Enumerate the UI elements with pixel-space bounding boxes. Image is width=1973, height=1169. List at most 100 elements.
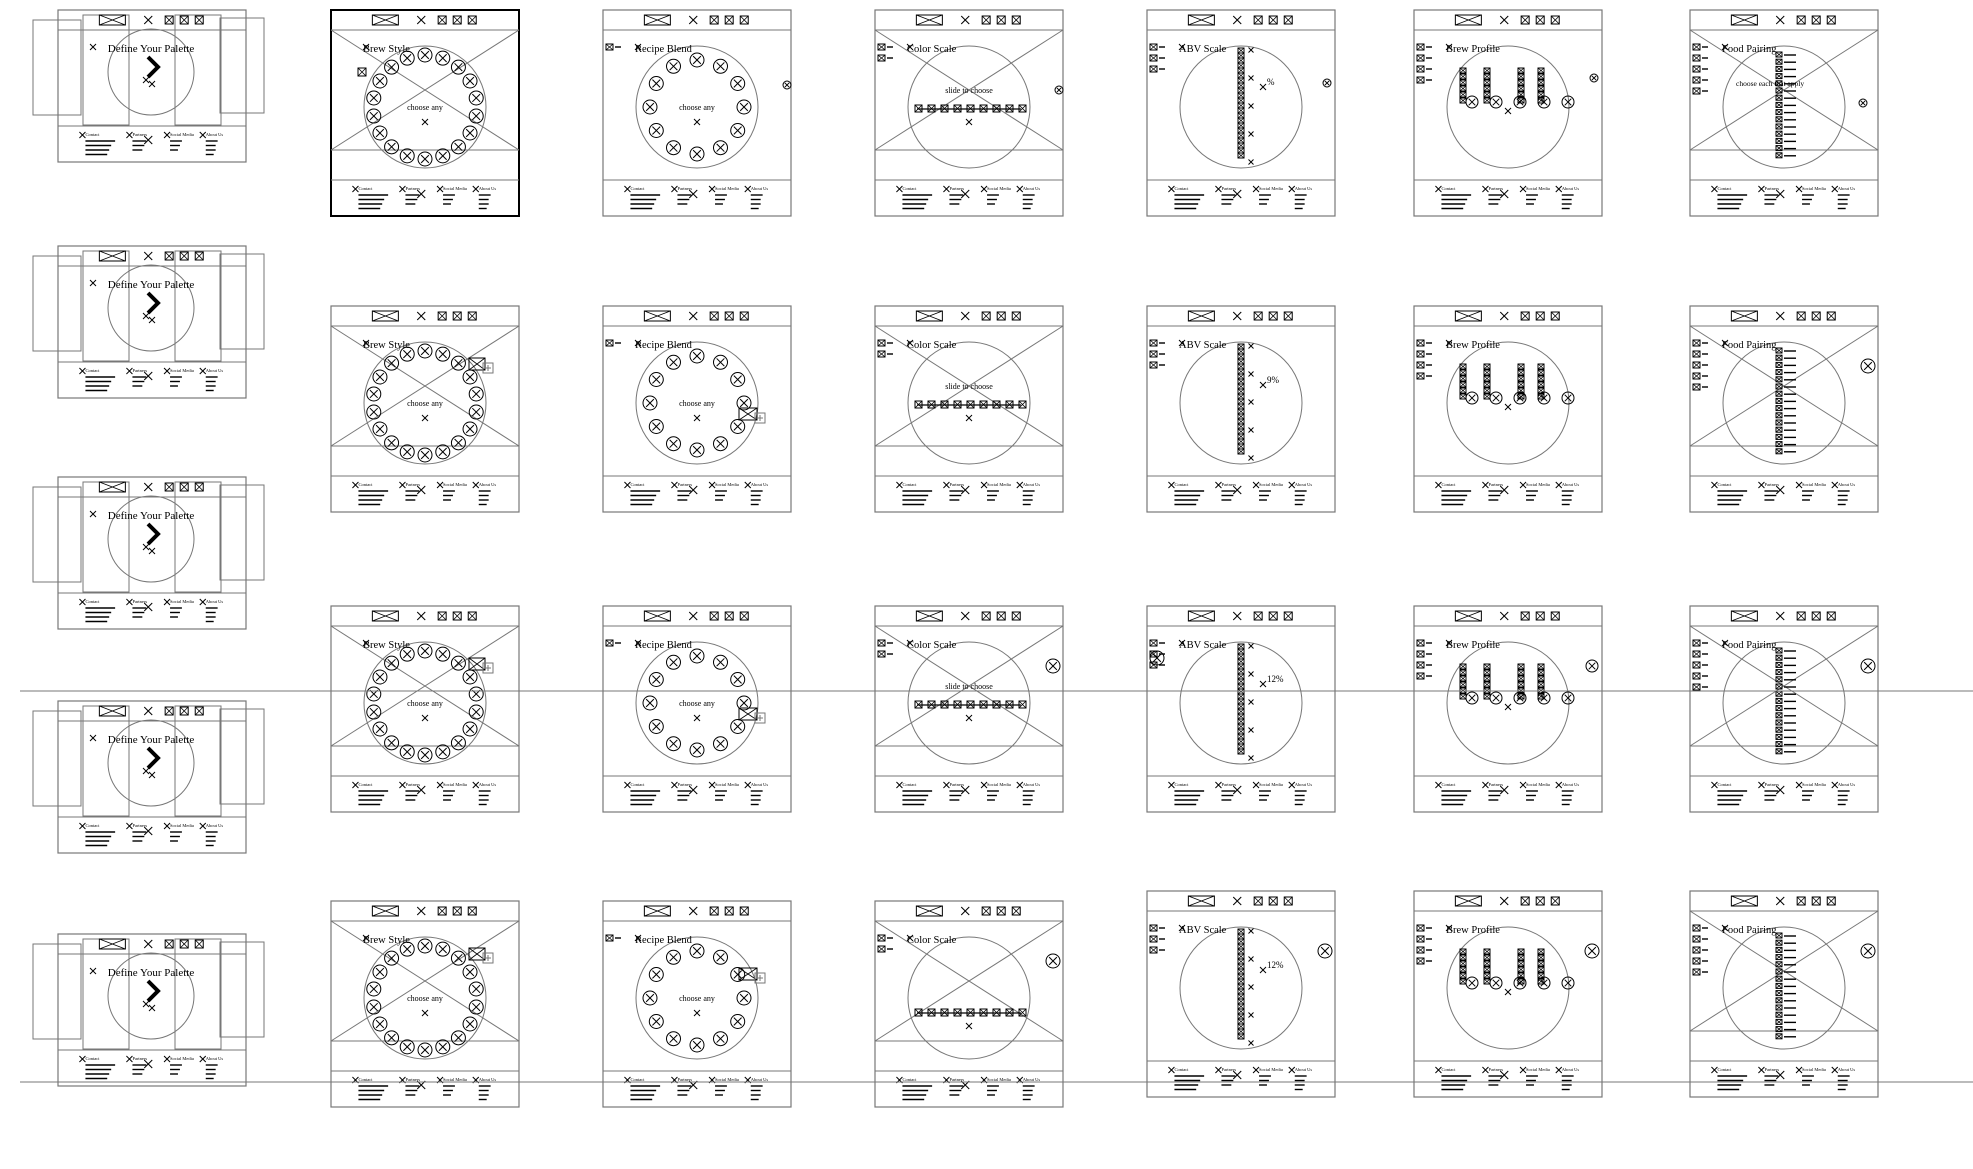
line (1468, 979, 1476, 987)
footer-column: Contact (1711, 185, 1748, 210)
line (1188, 895, 1215, 907)
line (1504, 703, 1512, 711)
line (724, 311, 734, 321)
profile-bars[interactable] (1459, 948, 1545, 985)
profile-bars[interactable] (1459, 663, 1545, 700)
line (194, 939, 204, 949)
style-option-icon (435, 148, 451, 164)
dragged-item[interactable] (468, 947, 494, 964)
line (1237, 673, 1245, 680)
profile-step-icon (1483, 363, 1491, 370)
side-option (877, 54, 893, 62)
line (1775, 726, 1783, 733)
frame (1826, 896, 1836, 906)
line (1775, 80, 1783, 87)
line (1416, 350, 1425, 358)
line (1758, 185, 1765, 193)
line (1811, 15, 1821, 25)
side-toggle-icon (1149, 650, 1165, 666)
chevron-right-icon (146, 979, 161, 1003)
dragged-item[interactable] (468, 657, 494, 674)
dragged-item[interactable] (468, 357, 494, 374)
footer-bullet-icon (1482, 185, 1489, 193)
footer-column: Social Media (1795, 781, 1826, 801)
color-slider[interactable] (914, 400, 1027, 409)
line (179, 706, 189, 716)
dragged-item[interactable] (738, 967, 766, 984)
frame (1796, 15, 1806, 25)
blend-option-icon (713, 654, 728, 670)
line (1149, 661, 1158, 669)
food-option-icon (1775, 726, 1783, 733)
chevron-right-icon[interactable] (146, 979, 161, 1003)
nav-icon-3 (1826, 896, 1836, 906)
food-list[interactable] (1775, 647, 1796, 755)
line (1499, 485, 1509, 495)
circle (435, 444, 451, 460)
blend-option-icon (666, 949, 681, 965)
profile-bars[interactable] (1459, 67, 1545, 104)
line (1237, 112, 1245, 119)
line (744, 481, 752, 489)
food-list[interactable] (1775, 347, 1796, 455)
line (1237, 998, 1245, 1005)
chevron-right-icon[interactable] (146, 746, 161, 770)
footer-column: Partners (1482, 481, 1503, 501)
frame (1416, 54, 1425, 62)
line (733, 1017, 742, 1026)
close-icon (1504, 403, 1512, 411)
frame (1537, 67, 1545, 74)
frame (1483, 369, 1491, 376)
blend-option-icon (642, 99, 658, 115)
color-swatch-icon (1018, 400, 1027, 409)
color-slider[interactable] (914, 104, 1027, 113)
side-option-icon (877, 339, 886, 347)
color-slider[interactable] (914, 1008, 1027, 1017)
food-list[interactable] (1775, 932, 1796, 1040)
footer-heading: About Us (1023, 482, 1041, 487)
footer-bullet-icon (472, 781, 480, 789)
profile-step-icon (1483, 966, 1491, 973)
line (733, 126, 742, 135)
profile-step-icon (1459, 978, 1467, 985)
dragged-item[interactable] (738, 407, 766, 424)
chevron-right-icon[interactable] (146, 291, 161, 315)
chevron-right-icon[interactable] (146, 522, 161, 546)
line (1237, 413, 1245, 420)
abv-slider[interactable] (1237, 343, 1245, 455)
hero-cross (1689, 325, 1879, 447)
color-swatch-icon (966, 104, 975, 113)
abv-slider[interactable] (1237, 47, 1245, 159)
dragged-item[interactable] (738, 707, 766, 724)
abv-slider[interactable] (1237, 643, 1245, 755)
line (1018, 700, 1027, 709)
food-list[interactable] (1775, 51, 1796, 159)
line (1483, 79, 1491, 86)
selection-circle (1446, 641, 1570, 765)
frame (1775, 130, 1783, 137)
line (164, 251, 174, 261)
footer-bullet-icon (126, 822, 133, 830)
add-plus-box (482, 362, 494, 374)
frame (643, 610, 671, 622)
footer-heading: About Us (206, 599, 224, 604)
frame (1775, 123, 1783, 130)
footer-heading: About Us (1562, 482, 1580, 487)
chevron-right-icon[interactable] (146, 55, 161, 79)
color-swatch-icon (940, 400, 949, 409)
line (1775, 419, 1783, 426)
line (1005, 700, 1014, 709)
circle (366, 686, 382, 702)
line (1775, 734, 1783, 740)
abv-value: 12% (1267, 960, 1284, 970)
frame (1416, 65, 1425, 73)
line (1492, 98, 1500, 106)
color-slider[interactable] (914, 700, 1027, 709)
selection-circle (363, 45, 487, 169)
line (693, 414, 701, 422)
abv-slider[interactable] (1237, 928, 1245, 1040)
profile-bars[interactable] (1459, 363, 1545, 400)
footer-bullet-icon (980, 781, 988, 789)
frame (1517, 681, 1525, 688)
